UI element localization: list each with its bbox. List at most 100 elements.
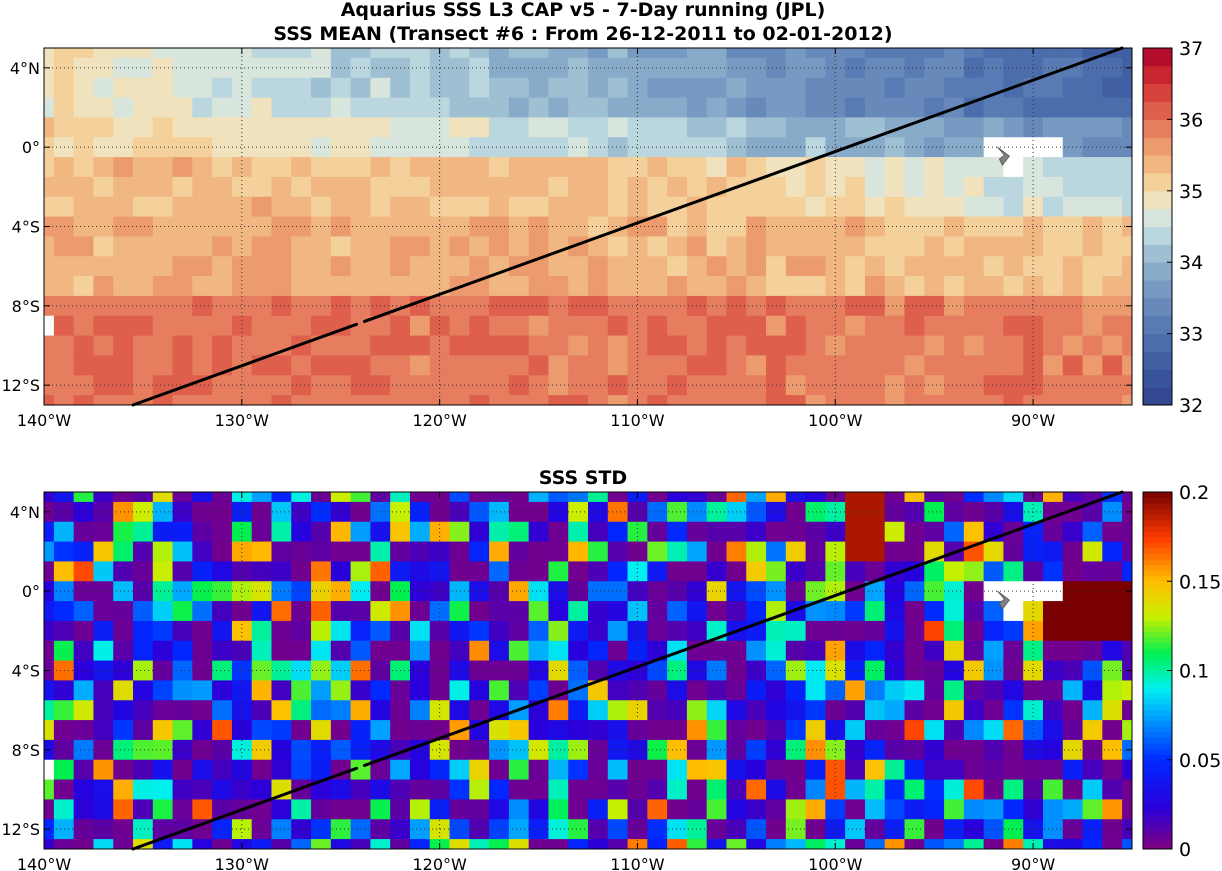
heatmap-cell — [706, 48, 728, 59]
heatmap-cell — [469, 739, 490, 761]
colorbar-band — [1143, 262, 1172, 281]
heatmap-cell — [291, 759, 312, 781]
heatmap-cell — [152, 176, 174, 198]
heatmap-cell — [627, 196, 648, 218]
heatmap-cell — [172, 601, 193, 622]
heatmap-cell — [884, 236, 906, 257]
colorbar-band — [1143, 244, 1172, 263]
heatmap-cell — [983, 620, 1005, 642]
heatmap-cell — [93, 819, 114, 840]
heatmap-cell — [449, 236, 470, 257]
heatmap-cell — [884, 640, 906, 662]
heatmap-cell — [1082, 640, 1103, 662]
heatmap-cell — [805, 620, 826, 642]
heatmap-cell — [1042, 660, 1064, 682]
heatmap-cell — [825, 541, 846, 563]
heatmap-cell — [311, 839, 332, 849]
heatmap-cell — [528, 216, 550, 238]
heatmap-cell — [409, 335, 431, 357]
heatmap-cell — [647, 739, 668, 761]
heatmap-cell — [489, 315, 510, 337]
heatmap-cell — [113, 176, 134, 198]
heatmap-cell — [568, 77, 589, 99]
heatmap-cell — [548, 640, 569, 662]
heatmap-cell — [983, 335, 1005, 357]
heatmap-cell — [489, 680, 510, 701]
heatmap-cell — [73, 355, 95, 376]
heatmap-cell — [429, 137, 451, 158]
heatmap-cell — [429, 541, 451, 563]
heatmap-cell — [429, 561, 451, 582]
heatmap-cell — [686, 315, 708, 337]
heatmap-cell — [1082, 700, 1103, 721]
heatmap-cell — [53, 492, 75, 503]
heatmap-cell — [192, 196, 213, 218]
colorbar-tick-label: 0.15 — [1179, 571, 1221, 593]
heatmap-cell — [706, 256, 728, 277]
heatmap-cell — [489, 137, 510, 158]
heatmap-cell — [93, 77, 114, 99]
heatmap-cell — [983, 739, 1005, 761]
heatmap-cell — [627, 620, 648, 642]
heatmap-cell — [53, 720, 75, 741]
heatmap-cell — [726, 117, 747, 138]
heatmap-cell — [469, 492, 490, 503]
heatmap-cell — [231, 196, 253, 218]
heatmap-cell — [864, 501, 886, 523]
heatmap-cell — [627, 739, 648, 761]
colorbar-band — [1143, 387, 1172, 406]
heatmap-cell — [1102, 176, 1123, 198]
heatmap-cell — [429, 640, 451, 662]
heatmap-cell — [528, 759, 550, 781]
heatmap-cell — [607, 57, 629, 79]
heatmap-cell — [924, 176, 945, 198]
heatmap-cell — [172, 759, 193, 781]
heatmap-cell — [350, 640, 371, 662]
heatmap-cell — [1102, 601, 1123, 622]
heatmap-cell — [390, 541, 411, 563]
heatmap-cell — [667, 157, 688, 178]
heatmap-cell — [1062, 48, 1084, 59]
heatmap-cell — [568, 660, 589, 682]
heatmap-cell — [469, 521, 490, 543]
heatmap-cell — [785, 759, 807, 781]
heatmap-cell — [924, 581, 945, 602]
heatmap-cell — [73, 620, 95, 642]
heatmap-cell — [469, 176, 490, 198]
heatmap-cell — [825, 561, 846, 582]
heatmap-cell — [864, 137, 886, 158]
heatmap-cell — [508, 819, 530, 840]
heatmap-cell — [390, 355, 411, 376]
heatmap-cell — [983, 581, 1005, 602]
heatmap-cell — [904, 77, 925, 99]
heatmap-cell — [924, 640, 945, 662]
heatmap-cell — [825, 660, 846, 682]
heatmap-cell — [152, 137, 174, 158]
heatmap-cell — [528, 157, 550, 178]
heatmap-cell — [449, 541, 470, 563]
heatmap-cell — [1122, 759, 1132, 781]
heatmap-cell — [746, 315, 767, 337]
heatmap-cell — [231, 720, 253, 741]
heatmap-cell — [607, 581, 629, 602]
colorbar-tick-label: 37 — [1179, 38, 1203, 60]
heatmap-cell — [667, 57, 688, 79]
heatmap-cell — [588, 581, 609, 602]
heatmap-cell — [172, 660, 193, 682]
heatmap-cell — [963, 216, 985, 238]
heatmap-cell — [884, 492, 906, 503]
heatmap-cell — [291, 256, 312, 277]
heatmap-cell — [568, 541, 589, 563]
heatmap-cell — [73, 216, 95, 238]
heatmap-cell — [1003, 779, 1024, 801]
heatmap-cell — [983, 541, 1005, 563]
heatmap-cell — [548, 57, 569, 79]
heatmap-cell — [251, 561, 273, 582]
heatmap-cell — [766, 176, 787, 198]
heatmap-cell — [291, 117, 312, 138]
heatmap-cell — [390, 236, 411, 257]
heatmap-cell — [251, 759, 273, 781]
heatmap-cell — [1102, 839, 1123, 849]
heatmap-cell — [805, 680, 826, 701]
heatmap-cell — [489, 97, 510, 119]
